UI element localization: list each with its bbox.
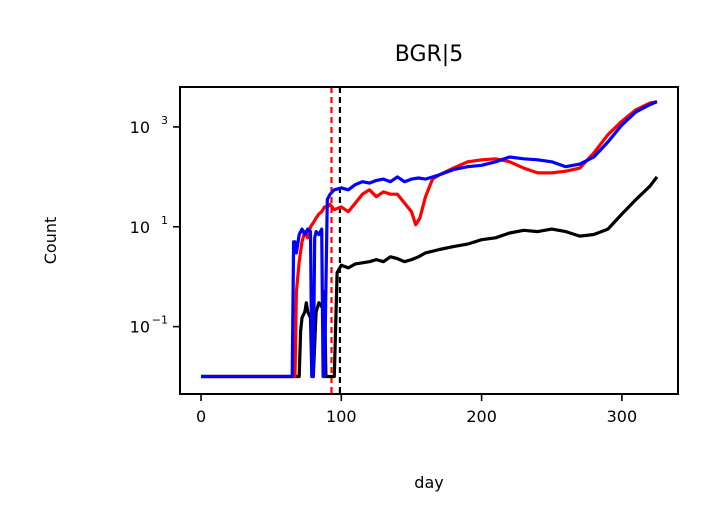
x-tick-label: 0 — [196, 407, 206, 426]
y-tick-label: 10 — [130, 118, 150, 137]
y-axis-label: Count — [41, 217, 60, 265]
series-line — [201, 100, 658, 379]
y-tick-exponent: 1 — [161, 214, 168, 227]
y-tick-exponent: −1 — [152, 314, 168, 327]
series-line — [201, 175, 659, 379]
chart-title: BGR|5 — [395, 42, 463, 67]
x-tick-label: 200 — [466, 407, 497, 426]
plot-area — [179, 86, 679, 395]
y-tick-label: 10 — [130, 318, 150, 337]
series-line — [201, 100, 658, 379]
x-tick-label: 300 — [607, 407, 638, 426]
series-layer — [201, 100, 659, 379]
x-axis: 0 100 200 300 — [196, 394, 637, 426]
y-tick-label: 10 — [130, 218, 150, 237]
x-axis-label: day — [414, 473, 443, 492]
x-tick-label: 100 — [326, 407, 357, 426]
y-tick-exponent: 3 — [161, 114, 168, 127]
plot-frame — [179, 86, 679, 395]
reference-lines — [330, 87, 342, 394]
